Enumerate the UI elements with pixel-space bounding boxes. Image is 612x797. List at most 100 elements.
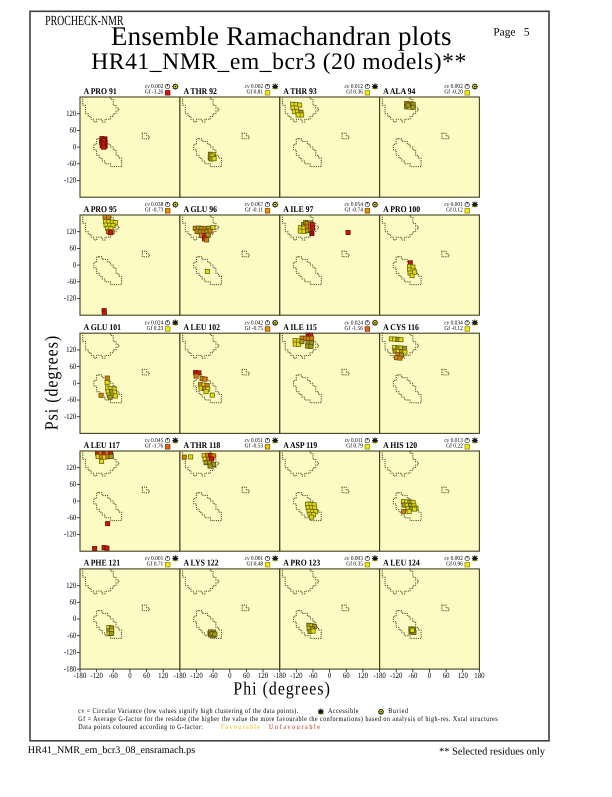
- svg-text:A THR 118: A THR 118: [183, 440, 220, 450]
- svg-text:Gf 0.81: Gf 0.81: [246, 89, 263, 96]
- svg-text:Gf -3.26: Gf -3.26: [145, 89, 164, 96]
- svg-text:A ILE 97: A ILE 97: [283, 204, 314, 214]
- svg-text:Gf = Average G-factor for the: Gf = Average G-factor for the residue (t…: [78, 715, 497, 723]
- svg-text:cv = Circular Variance (low va: cv = Circular Variance (low values signi…: [78, 707, 298, 715]
- svg-text:Gf 0.36: Gf 0.36: [346, 89, 363, 96]
- svg-text:120: 120: [66, 227, 76, 236]
- svg-text:cv 0.003: cv 0.003: [345, 556, 363, 562]
- svg-text:0: 0: [73, 142, 76, 151]
- svg-text:60: 60: [70, 244, 77, 253]
- svg-text:120: 120: [358, 671, 368, 680]
- svg-text:-120: -120: [390, 671, 402, 680]
- svg-text:A CYS 116: A CYS 116: [383, 322, 419, 332]
- svg-text:Gf 0.79: Gf 0.79: [346, 443, 363, 450]
- svg-text:-60: -60: [109, 671, 118, 680]
- svg-text:Gf 0.48: Gf 0.48: [246, 561, 263, 568]
- svg-text:A LYS 122: A LYS 122: [183, 558, 219, 568]
- svg-text:Page 5: Page 5: [493, 27, 529, 39]
- svg-text:cv 0.038: cv 0.038: [145, 202, 163, 208]
- svg-text:A ALA 94: A ALA 94: [383, 86, 416, 96]
- svg-text:Ensemble Ramachandran plots: Ensemble Ramachandran plots: [111, 21, 452, 51]
- svg-text:60: 60: [70, 126, 77, 135]
- svg-text:Gf -0.75: Gf -0.75: [245, 325, 264, 332]
- svg-text:Gf -1.56: Gf -1.56: [344, 325, 363, 332]
- svg-text:60: 60: [70, 362, 77, 371]
- svg-text:cv 0.067: cv 0.067: [245, 202, 263, 208]
- svg-text:A GLU 101: A GLU 101: [84, 322, 121, 332]
- svg-text:Favourable: Favourable: [221, 723, 260, 731]
- svg-text:A LEU 124: A LEU 124: [383, 558, 420, 568]
- svg-text:** Selected residues only: ** Selected residues only: [439, 746, 546, 757]
- svg-text:-60: -60: [67, 277, 76, 286]
- svg-text:-120: -120: [64, 176, 76, 185]
- svg-text:cv 0.012: cv 0.012: [345, 84, 363, 90]
- svg-text:Gf -1.76: Gf -1.76: [145, 443, 164, 450]
- svg-text:0: 0: [228, 671, 231, 680]
- svg-text:-60: -60: [67, 159, 76, 168]
- svg-text:cv 0.011: cv 0.011: [345, 438, 363, 444]
- svg-text:180: 180: [474, 671, 484, 680]
- svg-text:60: 60: [70, 480, 77, 489]
- svg-text:120: 120: [66, 345, 76, 354]
- svg-text:-120: -120: [64, 294, 76, 303]
- svg-text:0: 0: [73, 379, 76, 388]
- svg-text:Phi (degrees): Phi (degrees): [233, 679, 329, 700]
- svg-text:0: 0: [428, 671, 431, 680]
- svg-text:cv 0.001: cv 0.001: [444, 202, 462, 208]
- svg-text:Gf 0.35: Gf 0.35: [346, 561, 363, 568]
- svg-text:-60: -60: [408, 671, 417, 680]
- svg-text:Gf 0.96: Gf 0.96: [446, 561, 463, 568]
- svg-text:cv 0.002: cv 0.002: [444, 84, 462, 90]
- svg-text:cv 0.001: cv 0.001: [145, 556, 163, 562]
- svg-text:A PRO 100: A PRO 100: [383, 204, 421, 214]
- svg-text:Gf -0.20: Gf -0.20: [444, 89, 463, 96]
- svg-text:-120: -120: [190, 671, 202, 680]
- svg-text:-120: -120: [64, 648, 76, 657]
- svg-text:Gf 0.23: Gf 0.23: [147, 325, 164, 332]
- svg-text:cv 0.034: cv 0.034: [444, 320, 462, 326]
- svg-text:120: 120: [258, 671, 268, 680]
- svg-text:A ILE 115: A ILE 115: [283, 322, 317, 332]
- svg-text:120: 120: [66, 463, 76, 472]
- svg-text:Gf -0.12: Gf -0.12: [444, 325, 463, 332]
- svg-text:PROCHECK-NMR: PROCHECK-NMR: [45, 14, 124, 29]
- svg-text:cv 0.042: cv 0.042: [245, 320, 263, 326]
- svg-text:HR41_NMR_em_bcr3 (20 models)**: HR41_NMR_em_bcr3 (20 models)**: [91, 49, 467, 75]
- svg-text:Gf 0.12: Gf 0.12: [446, 207, 463, 214]
- svg-text:60: 60: [343, 671, 350, 680]
- svg-text:-60: -60: [308, 671, 317, 680]
- svg-text:cv 0.013: cv 0.013: [444, 438, 462, 444]
- svg-text:HR41_NMR_em_bcr3_08_ensramach.: HR41_NMR_em_bcr3_08_ensramach.ps: [28, 745, 195, 756]
- svg-text:60: 60: [70, 598, 77, 607]
- svg-text:-120: -120: [64, 412, 76, 421]
- svg-text:Accessible: Accessible: [328, 707, 359, 715]
- svg-text:120: 120: [66, 109, 76, 118]
- svg-text:-60: -60: [67, 513, 76, 522]
- svg-text:0: 0: [73, 496, 76, 505]
- svg-text:-120: -120: [90, 671, 102, 680]
- svg-text:-180: -180: [174, 671, 186, 680]
- svg-text:Gf -0.73: Gf -0.73: [145, 207, 164, 214]
- svg-text:cv 0.051: cv 0.051: [245, 438, 263, 444]
- svg-text:Gf -0.74: Gf -0.74: [344, 207, 363, 214]
- svg-text:Gf 0.71: Gf 0.71: [147, 561, 164, 568]
- svg-text:60: 60: [243, 671, 250, 680]
- svg-text:cv 0.024: cv 0.024: [345, 320, 363, 326]
- svg-text:-60: -60: [67, 631, 76, 640]
- svg-text:cv 0.002: cv 0.002: [444, 556, 462, 562]
- svg-text:Gf -0.11: Gf -0.11: [245, 207, 263, 214]
- svg-text:A GLU 96: A GLU 96: [183, 204, 217, 214]
- svg-text:cv 0.001: cv 0.001: [245, 556, 263, 562]
- svg-text:A PRO 123: A PRO 123: [283, 558, 321, 568]
- svg-text:120: 120: [458, 671, 468, 680]
- svg-text:A THR 93: A THR 93: [283, 86, 317, 96]
- svg-text:Gf -0.53: Gf -0.53: [245, 443, 264, 450]
- svg-text:-60: -60: [209, 671, 218, 680]
- svg-text:-180: -180: [273, 671, 285, 680]
- svg-text:-180: -180: [373, 671, 385, 680]
- svg-text:120: 120: [66, 581, 76, 590]
- svg-text:Gf 0.22: Gf 0.22: [446, 443, 463, 450]
- svg-text:Buried: Buried: [388, 707, 408, 715]
- svg-text:120: 120: [158, 671, 168, 680]
- svg-text:cv 0.002: cv 0.002: [245, 84, 263, 90]
